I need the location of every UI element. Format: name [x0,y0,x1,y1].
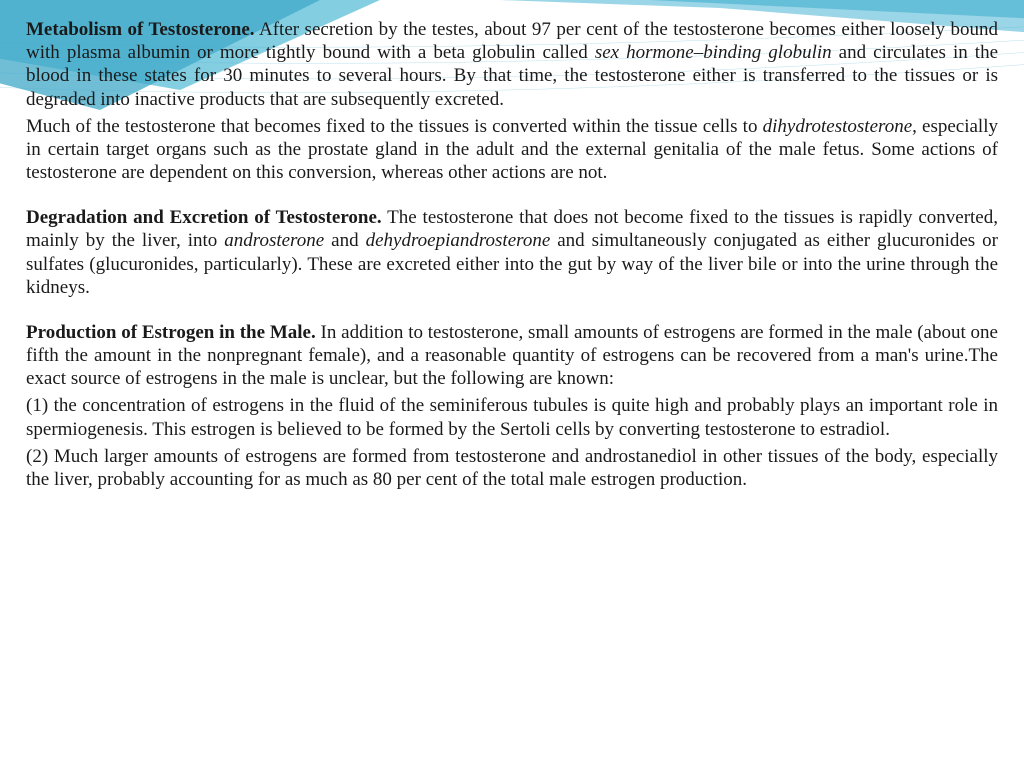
estrogen-p1: Production of Estrogen in the Male. In a… [26,321,998,391]
estrogen-p2: (1) the concentration of estrogens in th… [26,394,998,440]
slide-body: Metabolism of Testosterone. After secret… [0,0,1024,515]
estrogen-p3: (2) Much larger amounts of estrogens are… [26,445,998,491]
metabolism-p1: Metabolism of Testosterone. After secret… [26,18,998,111]
metabolism-p2: Much of the testosterone that becomes fi… [26,115,998,185]
text-run: and [324,230,365,251]
italic-term: dihydrotestosterone [763,116,913,137]
degradation-heading: Degradation and Excretion of Testosteron… [26,207,382,228]
text-run: Much of the testosterone that becomes fi… [26,116,763,137]
metabolism-heading: Metabolism of Testosterone. [26,19,255,40]
degradation-p1: Degradation and Excretion of Testosteron… [26,206,998,299]
italic-term: sex hormone–binding globulin [595,42,832,63]
estrogen-heading: Production of Estrogen in the Male. [26,322,316,343]
italic-term: androsterone [224,230,324,251]
italic-term: dehydroepiandrosterone [366,230,551,251]
